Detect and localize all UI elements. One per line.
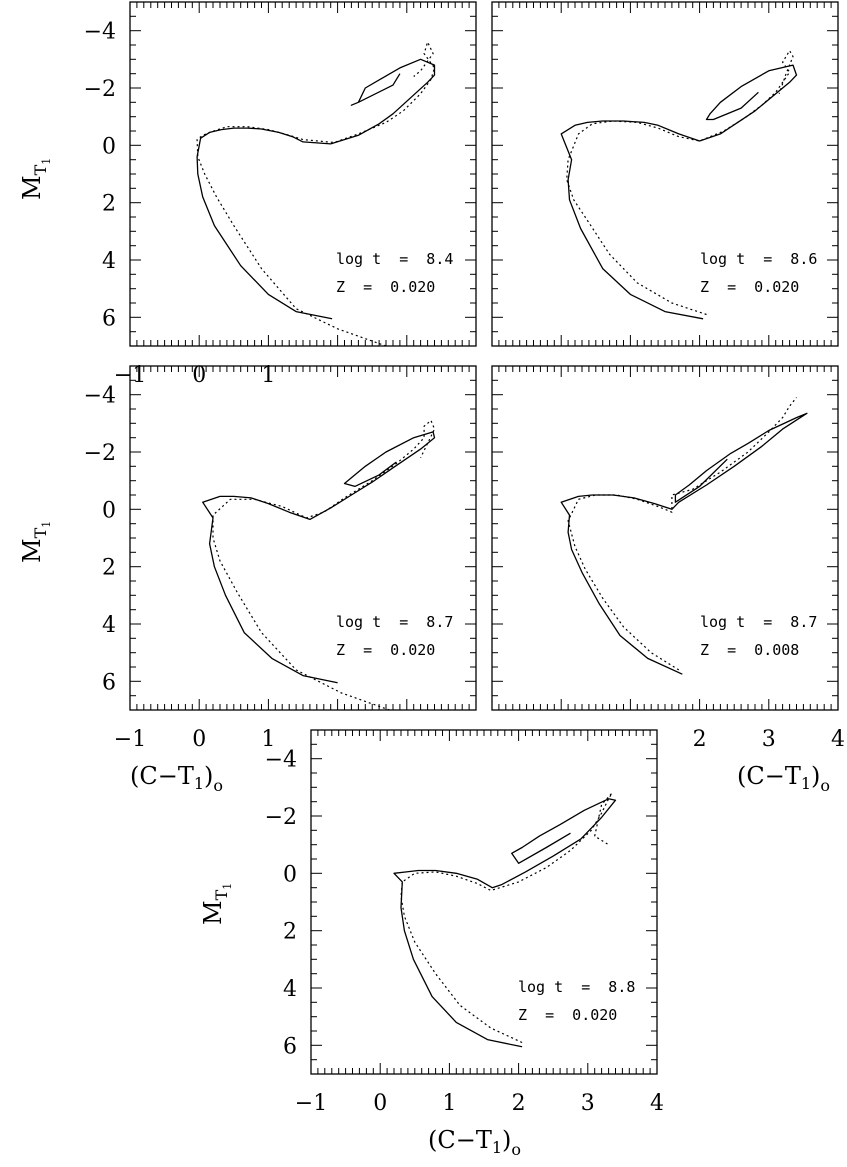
- x-tick-label: 1: [442, 1091, 456, 1116]
- y-tick-label: 0: [283, 862, 297, 887]
- svg-text:(C−T1)o: (C−T1)o: [737, 762, 830, 795]
- y-tick-label: 4: [102, 613, 116, 638]
- x-label-sub: 1: [194, 774, 204, 793]
- y-label-sub: T: [31, 164, 50, 175]
- panel-top-right: log t = 8.6 Z = 0.020: [491, 1, 839, 347]
- y-tick-label: −2: [84, 441, 116, 466]
- y-tick-label: 6: [102, 306, 116, 331]
- x-axis-label-bottom: (C−T1)o: [428, 1126, 521, 1159]
- isochrone-solid-line: [202, 431, 436, 684]
- y-label-main: M: [18, 538, 46, 563]
- x-tick-label: −1: [114, 727, 146, 752]
- x-tick-label: 3: [762, 727, 776, 752]
- x-tick-label: 2: [693, 727, 707, 752]
- x-axis-label-left: (C−T1)o: [130, 762, 223, 795]
- y-tick-label: 6: [102, 670, 116, 695]
- y-tick-label: −4: [84, 384, 116, 409]
- y-tick-label: 2: [102, 192, 116, 217]
- x-label-sub2: o: [213, 776, 223, 795]
- y-tick-label: −2: [84, 77, 116, 102]
- y-label-main: M: [199, 900, 227, 925]
- x-tick-label: 4: [831, 727, 845, 752]
- y-label-sub: T: [31, 527, 50, 538]
- x-label-close: ): [502, 1126, 511, 1154]
- y-tick-label: −4: [84, 20, 116, 45]
- y-axis-label-top-left: MT1: [18, 158, 53, 200]
- y-label-sub2: 1: [40, 158, 53, 165]
- x-label-close: ): [811, 762, 820, 790]
- x-axis-label-right: (C−T1)o: [737, 762, 830, 795]
- x-label-main: (C−T: [130, 762, 194, 790]
- isochrone-solid-line: [196, 58, 436, 320]
- annotation-age: log t = 8.8: [518, 978, 635, 996]
- annotation-age: log t = 8.4: [336, 250, 453, 268]
- svg-text:MT1: MT1: [199, 883, 234, 925]
- x-tick-label: −1: [295, 1091, 327, 1116]
- x-label-main: (C−T: [737, 762, 801, 790]
- x-tick-label: 3: [581, 1091, 595, 1116]
- y-tick-label: 6: [283, 1034, 297, 1059]
- annotation-age: log t = 8.7: [336, 613, 453, 631]
- x-label-sub2: o: [511, 1140, 521, 1159]
- isochrone-dotted-line: [196, 41, 436, 347]
- annotation-metallicity: Z = 0.020: [336, 278, 435, 296]
- y-tick-label: 2: [102, 556, 116, 581]
- y-axis-label-bottom: MT1: [199, 883, 234, 925]
- svg-text:(C−T1)o: (C−T1)o: [428, 1126, 521, 1159]
- isochrone-solid-line: [393, 798, 617, 1048]
- y-tick-label: 0: [102, 134, 116, 159]
- y-tick-label: 0: [102, 498, 116, 523]
- y-label-main: M: [18, 175, 46, 200]
- isochrone-solid-line: [560, 64, 798, 320]
- y-tick-label: −2: [265, 805, 297, 830]
- isochrone-dotted-line: [212, 419, 436, 711]
- y-label-sub2: 1: [40, 521, 53, 528]
- x-label-close: ): [204, 762, 213, 790]
- x-label-sub: 1: [801, 774, 811, 793]
- isochrone-dotted-line: [567, 397, 797, 671]
- annotation-age: log t = 8.7: [700, 613, 817, 631]
- x-label-sub: 1: [492, 1138, 502, 1157]
- svg-text:(C−T1)o: (C−T1)o: [130, 762, 223, 795]
- isochrone-dotted-line: [566, 50, 794, 316]
- x-tick-label: 4: [650, 1091, 664, 1116]
- annotation-age: log t = 8.6: [700, 250, 817, 268]
- x-tick-label: 2: [512, 1091, 526, 1116]
- y-tick-label: 2: [283, 920, 297, 945]
- y-tick-label: −4: [265, 748, 297, 773]
- y-tick-label: 4: [102, 249, 116, 274]
- y-label-sub: T: [212, 889, 231, 900]
- y-label-sub2: 1: [221, 883, 234, 890]
- x-tick-label: 0: [373, 1091, 387, 1116]
- y-tick-label: 4: [283, 977, 297, 1002]
- svg-text:MT1: MT1: [18, 158, 53, 200]
- panel-bottom-center: log t = 8.8 Z = 0.020 −4 −2 0 2 4 6 −1 0 1 2 3 4: [265, 729, 664, 1116]
- svg-text:MT1: MT1: [18, 521, 53, 563]
- x-tick-label: 1: [261, 727, 275, 752]
- x-tick-label: 0: [192, 727, 206, 752]
- annotation-metallicity: Z = 0.020: [518, 1006, 617, 1024]
- panel-middle-right: log t = 8.7 Z = 0.008 2 3 4: [491, 365, 845, 752]
- annotation-metallicity: Z = 0.008: [700, 641, 799, 659]
- annotation-metallicity: Z = 0.020: [700, 278, 799, 296]
- y-axis-label-middle-left: MT1: [18, 521, 53, 563]
- isochrone-solid-line: [560, 412, 808, 675]
- x-label-sub2: o: [820, 776, 830, 795]
- panel-middle-left: log t = 8.7 Z = 0.020 −4 −2 0 2 4 6 −1 0 1: [84, 365, 477, 752]
- x-label-main: (C−T: [428, 1126, 492, 1154]
- annotation-metallicity: Z = 0.020: [336, 641, 435, 659]
